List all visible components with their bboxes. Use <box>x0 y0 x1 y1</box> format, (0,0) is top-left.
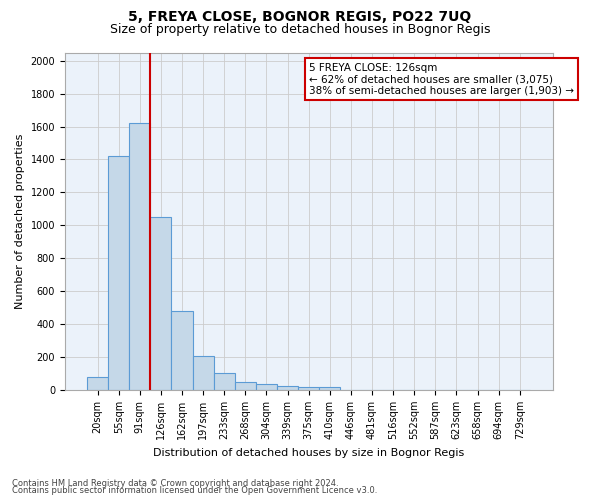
Y-axis label: Number of detached properties: Number of detached properties <box>15 134 25 309</box>
Bar <box>214 372 235 390</box>
Bar <box>87 377 108 390</box>
Text: 5 FREYA CLOSE: 126sqm
← 62% of detached houses are smaller (3,075)
38% of semi-d: 5 FREYA CLOSE: 126sqm ← 62% of detached … <box>309 62 574 96</box>
Bar <box>256 384 277 390</box>
Bar <box>298 386 319 390</box>
Bar <box>277 386 298 390</box>
Text: Size of property relative to detached houses in Bognor Regis: Size of property relative to detached ho… <box>110 22 490 36</box>
Text: Contains public sector information licensed under the Open Government Licence v3: Contains public sector information licen… <box>12 486 377 495</box>
Bar <box>235 382 256 390</box>
Bar <box>108 156 129 390</box>
Text: 5, FREYA CLOSE, BOGNOR REGIS, PO22 7UQ: 5, FREYA CLOSE, BOGNOR REGIS, PO22 7UQ <box>128 10 472 24</box>
Text: Contains HM Land Registry data © Crown copyright and database right 2024.: Contains HM Land Registry data © Crown c… <box>12 478 338 488</box>
X-axis label: Distribution of detached houses by size in Bognor Regis: Distribution of detached houses by size … <box>153 448 464 458</box>
Bar <box>129 124 151 390</box>
Bar <box>172 311 193 390</box>
Bar <box>193 356 214 390</box>
Bar <box>151 217 172 390</box>
Bar <box>319 388 340 390</box>
